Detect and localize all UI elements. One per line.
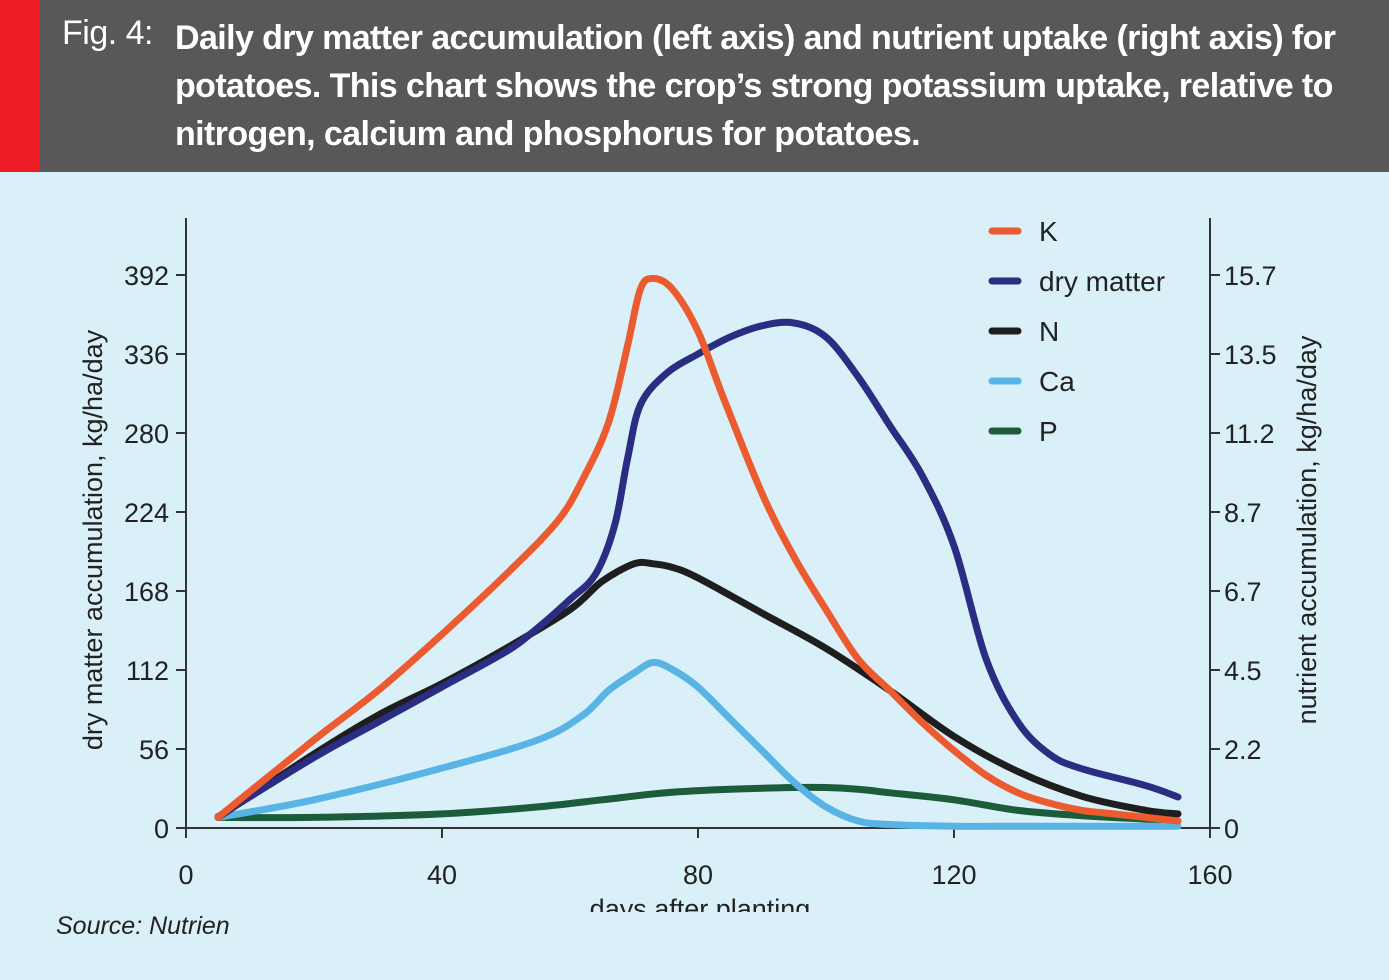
- y-right-tick-label: 4.5: [1224, 656, 1262, 686]
- y-left-tick-label: 336: [124, 340, 169, 370]
- x-tick-label: 40: [427, 860, 457, 890]
- figure-title: Daily dry matter accumulation (left axis…: [175, 19, 1336, 153]
- y-left-tick-label: 280: [124, 419, 169, 449]
- y-left-tick-label: 168: [124, 577, 169, 607]
- y-right-tick-label: 13.5: [1224, 340, 1277, 370]
- header-accent-bar: [0, 0, 40, 172]
- x-tick-label: 160: [1187, 860, 1232, 890]
- legend-label-n: N: [1039, 316, 1059, 347]
- legend-label-k: K: [1039, 216, 1058, 247]
- y-axis-left-title: dry matter accumulation, kg/ha/day: [78, 329, 108, 750]
- y-left-tick-label: 392: [124, 261, 169, 291]
- legend-label-dry-matter: dry matter: [1039, 266, 1165, 297]
- figure-header: [0, 0, 1389, 172]
- series-line-k: [214, 274, 1182, 825]
- x-axis-title: days after planting: [590, 894, 811, 912]
- y-right-tick-label: 8.7: [1224, 498, 1262, 528]
- y-left-tick-label: 0: [154, 814, 169, 844]
- y-left-tick-label: 56: [139, 735, 169, 765]
- chart-series: [214, 274, 1182, 830]
- series-line-p: [214, 783, 1182, 825]
- x-tick-label: 80: [683, 860, 713, 890]
- y-left-tick-label: 224: [124, 498, 169, 528]
- y-right-tick-label: 15.7: [1224, 261, 1277, 291]
- y-right-tick-label: 6.7: [1224, 577, 1262, 607]
- x-tick-label: 0: [178, 860, 193, 890]
- source-note: Source: Nutrien: [56, 912, 230, 940]
- legend-label-p: P: [1039, 416, 1058, 447]
- legend-label-ca: Ca: [1039, 366, 1075, 397]
- y-axis-right-title: nutrient accumulation, kg/ha/day: [1292, 335, 1322, 724]
- y-right-tick-label: 11.2: [1224, 419, 1275, 449]
- chart-axes: 0 56 112 168 224 280 336 392 0 2.2 4.5 6.7 8.7 11.2 13…: [124, 218, 1277, 890]
- y-right-tick-label: 2.2: [1224, 735, 1262, 765]
- figure-number: Fig. 4:: [62, 14, 153, 52]
- y-left-tick-label: 112: [126, 656, 169, 686]
- y-right-tick-label: 0: [1224, 814, 1239, 844]
- series-line-dry-matter: [214, 318, 1182, 821]
- series-line-ca: [214, 658, 1182, 830]
- x-tick-label: 120: [931, 860, 976, 890]
- chart: 0 56 112 168 224 280 336 392 0 2.2 4.5 6.7 8.7 11.2 13…: [78, 216, 1322, 912]
